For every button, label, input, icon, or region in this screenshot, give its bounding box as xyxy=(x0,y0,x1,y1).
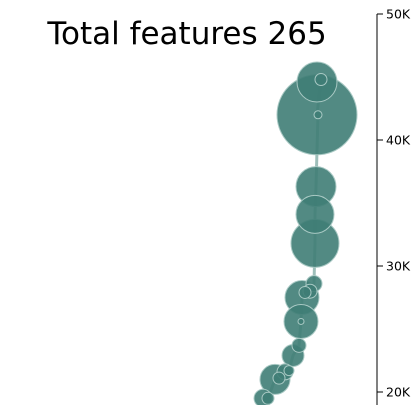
bubble-point-3[interactable] xyxy=(313,110,323,120)
bubble-point-1[interactable] xyxy=(314,73,328,87)
y-tick-label-3: 50K xyxy=(386,7,411,22)
bubble-point-9[interactable] xyxy=(298,285,312,299)
bubble-point-13[interactable] xyxy=(291,337,307,353)
bubble-point-19[interactable] xyxy=(261,391,275,405)
y-tick-label-1: 30K xyxy=(386,259,411,274)
y-tick-label-0: 20K xyxy=(386,385,411,400)
bubble-point-15[interactable] xyxy=(283,365,295,377)
bubble-point-5[interactable] xyxy=(295,194,335,234)
chart-title: Total features 265 xyxy=(46,16,326,52)
bubble-point-17[interactable] xyxy=(272,371,286,385)
y-tick-label-2: 40K xyxy=(386,133,411,148)
y-axis: 20K 30K 40K 50K xyxy=(376,7,411,405)
bubble-layer xyxy=(253,61,358,405)
bubble-point-12[interactable] xyxy=(297,317,305,325)
